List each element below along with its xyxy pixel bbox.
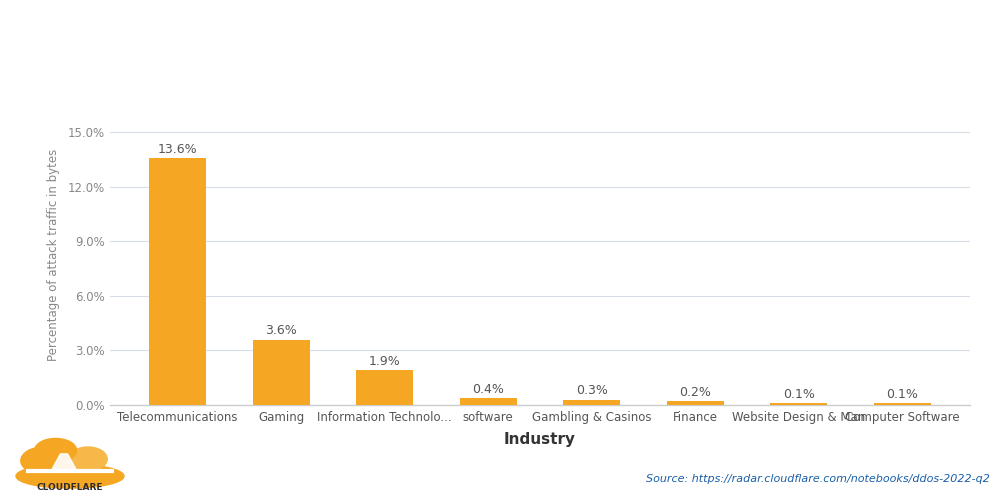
Ellipse shape <box>69 447 107 471</box>
Bar <box>770 403 827 405</box>
Text: 1.9%: 1.9% <box>369 356 401 368</box>
Ellipse shape <box>35 438 77 462</box>
Text: 13.6%: 13.6% <box>158 142 197 156</box>
Bar <box>149 158 206 405</box>
Text: Source: https://radar.cloudflare.com/notebooks/ddos-2022-q2: Source: https://radar.cloudflare.com/not… <box>646 474 990 484</box>
Bar <box>563 400 620 405</box>
Text: Network-Layer DDoS Attacks - Distribution of bytes by industry: Network-Layer DDoS Attacks - Distributio… <box>30 40 779 60</box>
Text: 0.1%: 0.1% <box>783 388 815 401</box>
Bar <box>874 403 931 405</box>
Ellipse shape <box>21 447 66 474</box>
Ellipse shape <box>16 464 124 488</box>
Text: 0.4%: 0.4% <box>472 382 504 396</box>
Text: 0.2%: 0.2% <box>679 386 711 399</box>
Text: 3.6%: 3.6% <box>265 324 297 338</box>
Bar <box>667 402 724 405</box>
Text: 0.3%: 0.3% <box>576 384 608 398</box>
Bar <box>460 398 517 405</box>
X-axis label: Industry: Industry <box>504 432 576 447</box>
Polygon shape <box>52 454 76 469</box>
Bar <box>253 340 310 405</box>
Y-axis label: Percentage of attack traffic in bytes: Percentage of attack traffic in bytes <box>47 149 60 361</box>
Text: 0.1%: 0.1% <box>886 388 918 401</box>
Text: CLOUDFLARE: CLOUDFLARE <box>37 484 103 492</box>
Bar <box>356 370 413 405</box>
